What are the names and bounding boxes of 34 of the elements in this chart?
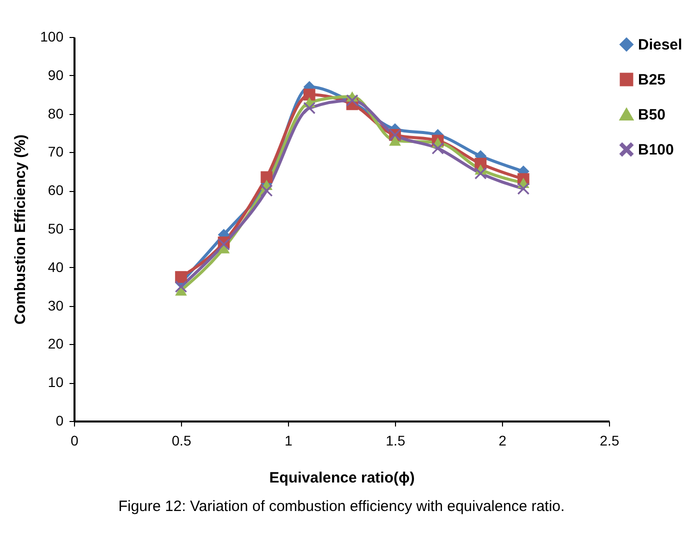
x-tick-label: 1: [284, 432, 293, 448]
y-tick-label: 70: [48, 144, 64, 160]
y-tick-label: 50: [48, 220, 64, 236]
y-tick-label: 30: [48, 297, 64, 314]
x-axis-title: Equivalence ratio(ϕ): [269, 470, 415, 486]
point: [474, 167, 487, 180]
y-tick-label: 0: [56, 412, 64, 428]
point: [303, 102, 316, 114]
y-tick-label: 10: [48, 374, 64, 390]
point: [303, 88, 316, 101]
x-tick-label: 1.5: [386, 432, 406, 448]
point: [432, 142, 444, 154]
y-tick-label: 40: [48, 258, 64, 275]
x-tick-label: 0.5: [172, 432, 192, 448]
x-tick-label: 2: [498, 432, 507, 448]
point: [260, 171, 273, 184]
point: [175, 271, 187, 283]
legend-label: Diesel: [638, 36, 682, 54]
text: Figure 12: Variation of combustion efficiency with equivalence ratio.: [118, 498, 565, 515]
y-tick-label: 80: [48, 105, 64, 122]
y-tick-label: 90: [48, 66, 64, 83]
y-tick-label: 100: [40, 28, 64, 44]
point: [517, 182, 530, 195]
x-tick-label: 0: [70, 432, 79, 448]
point: [260, 184, 273, 197]
legend-label: B100: [638, 142, 674, 158]
y-tick-label: 60: [48, 182, 64, 198]
y-tick-label: 20: [48, 336, 64, 352]
legend-label: B50: [638, 106, 666, 124]
point: [389, 136, 401, 146]
point: [175, 280, 187, 293]
x-tick-label: 2.5: [600, 432, 620, 448]
legend-label: B25: [638, 72, 666, 88]
y-axis-title: Combustion Efficiency (%): [12, 134, 30, 325]
